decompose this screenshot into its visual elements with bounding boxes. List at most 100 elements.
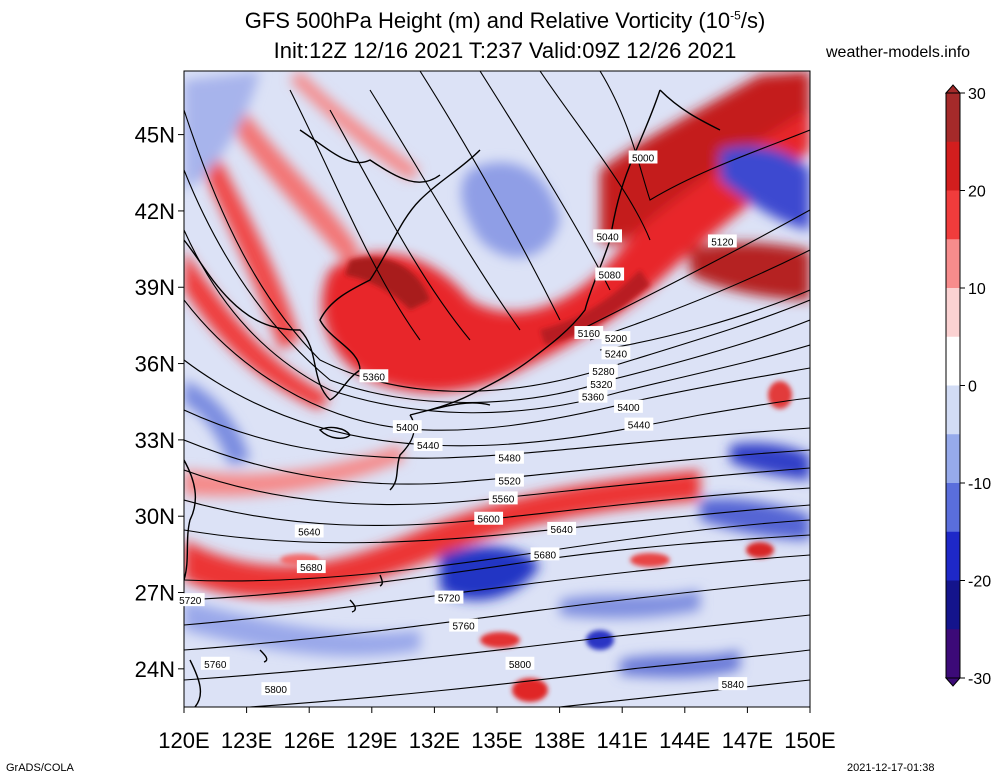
svg-text:5760: 5760 — [452, 622, 475, 633]
lon-tick-label: 138E — [534, 728, 585, 753]
contour-label: 5600 — [474, 511, 504, 526]
contour-label: 5720 — [434, 590, 464, 605]
contour-label: 5640 — [547, 521, 577, 536]
colorbar-segment — [946, 288, 960, 338]
colorbar-segment — [946, 434, 960, 484]
contour-label: 5320 — [586, 376, 616, 391]
svg-text:5600: 5600 — [478, 515, 501, 526]
lon-tick-label: 120E — [158, 728, 209, 753]
svg-text:5680: 5680 — [300, 563, 323, 574]
svg-text:5120: 5120 — [711, 237, 734, 248]
footer-software: GrADS/COLA — [6, 762, 74, 774]
svg-text:5160: 5160 — [578, 329, 601, 340]
colorbar-segment — [946, 141, 960, 191]
colorbar-segment — [946, 483, 960, 533]
svg-text:5400: 5400 — [396, 423, 419, 434]
contour-label: 5640 — [294, 524, 324, 538]
axis-labels: 120E 123E 126E 129E 132E 135E 138E 141E 144E 147E… — [135, 123, 836, 753]
colorbar-tick-label: -10 — [968, 476, 991, 493]
svg-text:5000: 5000 — [632, 153, 655, 164]
colorbar-segment — [946, 385, 960, 435]
contour-label: 5400 — [614, 399, 643, 414]
contour-label: 5760 — [200, 656, 230, 671]
svg-text:5680: 5680 — [534, 550, 557, 561]
contour-label: 5720 — [175, 593, 205, 607]
svg-text:5800: 5800 — [265, 685, 288, 696]
colorbar-segment — [946, 580, 960, 630]
svg-text:5480: 5480 — [498, 454, 521, 465]
contour-label: 5440 — [413, 437, 443, 452]
lon-tick-label: 132E — [409, 728, 460, 753]
svg-text:5280: 5280 — [592, 367, 615, 378]
colorbar-tick-label: -30 — [968, 671, 991, 688]
svg-text:5440: 5440 — [417, 441, 440, 452]
lon-tick-label: 144E — [659, 728, 710, 753]
site-credit: weather-models.info — [826, 44, 971, 61]
colorbar-top-arrow — [944, 84, 962, 94]
svg-text:5720: 5720 — [179, 596, 202, 607]
contour-label: 5280 — [589, 364, 618, 378]
footer-timestamp: 2021-12-17-01:38 — [847, 762, 935, 774]
lon-tick-label: 141E — [597, 728, 648, 753]
svg-text:5560: 5560 — [492, 494, 515, 505]
colorbar-bottom-arrow — [944, 677, 962, 687]
svg-text:5800: 5800 — [509, 660, 532, 671]
contour-label: 5760 — [449, 618, 479, 633]
contour-label: 5840 — [718, 677, 748, 691]
colorbar-tick-label: 10 — [968, 281, 986, 298]
contour-label: 5040 — [593, 229, 622, 243]
contour-label: 5680 — [296, 560, 326, 574]
lat-tick-label: 39N — [135, 275, 175, 300]
colorbar-tick-label: 30 — [968, 86, 986, 103]
contour-label: 5520 — [495, 473, 524, 488]
colorbar-tick-label: -20 — [968, 574, 991, 591]
svg-text:5720: 5720 — [438, 594, 461, 605]
contour-label: 5800 — [505, 656, 535, 671]
lat-tick-label: 27N — [135, 581, 175, 606]
colorbar: 30 20 10 0 -10 -20 -30 — [944, 84, 991, 688]
contour-label: 5400 — [392, 420, 422, 434]
contour-label: 5120 — [707, 234, 737, 248]
svg-text:5320: 5320 — [590, 380, 613, 391]
colorbar-tick-label: 0 — [968, 379, 977, 396]
svg-text:5240: 5240 — [605, 349, 628, 360]
colorbar-segment — [946, 239, 960, 289]
contour-label: 5680 — [530, 547, 560, 561]
vorticity-shading — [184, 71, 810, 707]
colorbar-segment — [946, 336, 960, 386]
contour-label: 5800 — [261, 682, 291, 696]
height-contours — [184, 71, 810, 707]
contour-label: 5360 — [359, 369, 389, 383]
contour-label: 5000 — [628, 150, 658, 164]
colorbar-tick-label: 20 — [968, 184, 986, 201]
lon-tick-label: 129E — [346, 728, 397, 753]
lat-tick-label: 42N — [135, 199, 175, 224]
colorbar-segment — [946, 190, 960, 240]
svg-text:5840: 5840 — [722, 680, 745, 691]
axis-ticks — [178, 134, 811, 713]
lon-tick-label: 123E — [221, 728, 272, 753]
contour-label: 5560 — [488, 491, 518, 505]
lon-tick-label: 126E — [284, 728, 335, 753]
svg-text:5640: 5640 — [551, 525, 574, 536]
lat-tick-label: 30N — [135, 504, 175, 529]
contour-label: 5440 — [624, 417, 654, 432]
svg-text:5360: 5360 — [582, 393, 605, 404]
svg-text:5640: 5640 — [298, 527, 321, 538]
lon-tick-label: 150E — [784, 728, 835, 753]
lat-tick-label: 24N — [135, 657, 175, 682]
contour-label: 5480 — [495, 450, 524, 465]
map-title-line2: Init:12Z 12/16 2021 T:237 Valid:09Z 12/2… — [273, 38, 737, 63]
colorbar-segment — [946, 93, 960, 143]
colorbar-segment — [946, 531, 960, 581]
lat-tick-label: 33N — [135, 428, 175, 453]
contour-label: 5080 — [595, 267, 625, 282]
svg-text:5760: 5760 — [204, 660, 227, 671]
svg-text:5520: 5520 — [498, 477, 521, 488]
colorbar-segment — [946, 629, 960, 679]
svg-text:5400: 5400 — [617, 403, 640, 414]
lat-tick-label: 45N — [135, 123, 175, 148]
svg-text:5080: 5080 — [599, 271, 622, 282]
lat-tick-label: 36N — [135, 352, 175, 377]
